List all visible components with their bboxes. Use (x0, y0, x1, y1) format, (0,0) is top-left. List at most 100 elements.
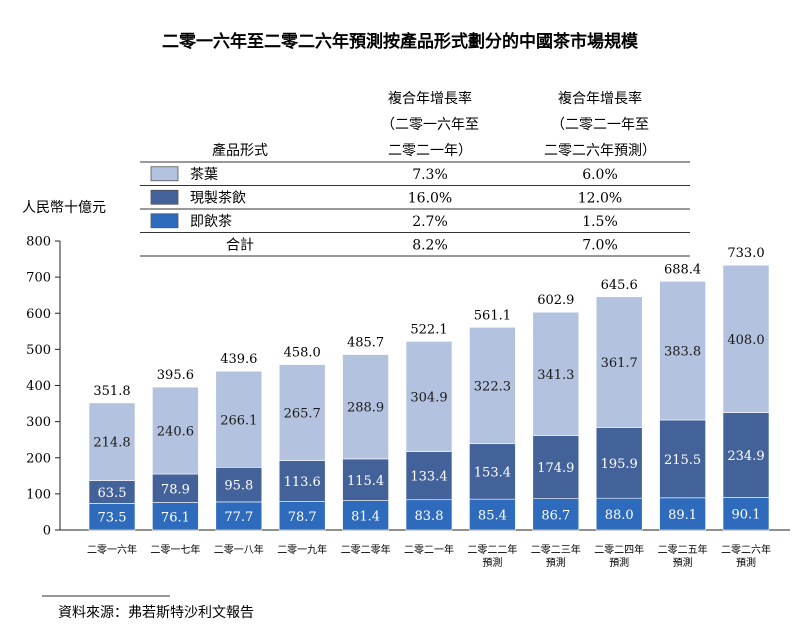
x-tick-label: 二零二二年 (467, 543, 517, 556)
total-value-label: 733.0 (727, 246, 764, 261)
bar-segment (278, 460, 326, 502)
cagr-column-header: （二零二一年至 (551, 117, 649, 133)
bar-segment (722, 412, 770, 498)
cagr-column-header: 複合年增長率 (558, 90, 642, 107)
segment-value-label: 113.6 (284, 475, 321, 490)
x-tick-label: 預測 (482, 556, 502, 569)
segment-value-label: 234.9 (727, 449, 764, 464)
y-axis-unit-label: 人民幣十億元 (22, 200, 106, 216)
segment-value-label: 133.4 (410, 470, 447, 485)
segment-value-label: 341.3 (537, 368, 574, 383)
segment-value-label: 265.7 (284, 407, 321, 422)
cagr-value: 7.0% (582, 237, 618, 253)
segment-value-label: 322.3 (474, 380, 511, 395)
total-value-label: 439.6 (220, 352, 257, 367)
segment-value-label: 304.9 (410, 390, 447, 405)
legend-swatch (150, 189, 179, 205)
total-row-label: 合計 (226, 237, 254, 253)
cagr-value: 1.5% (582, 214, 618, 230)
bar-segment (342, 458, 389, 501)
bar-segment (215, 501, 263, 531)
segment-value-label: 78.9 (161, 482, 190, 497)
y-tick-label: 300 (26, 415, 51, 430)
bar-segment (152, 386, 199, 475)
cagr-column-header: 二零二六年預測） (544, 143, 656, 159)
bar-segment (659, 281, 706, 421)
legend-label: 茶葉 (190, 167, 218, 183)
segment-value-label: 77.7 (224, 510, 253, 525)
segment-value-label: 408.0 (727, 333, 764, 348)
x-tick-label: 二零一六年 (87, 543, 137, 556)
y-tick-label: 700 (26, 271, 51, 286)
total-value-label: 602.9 (537, 293, 574, 308)
cagr-value: 7.3% (412, 167, 448, 183)
total-value-label: 351.8 (93, 384, 130, 399)
bar-segment (722, 497, 770, 531)
chart-title: 二零一六年至二零二六年預測按產品形式劃分的中國茶市場規模 (162, 31, 639, 52)
segment-value-label: 266.1 (220, 413, 257, 428)
cagr-column-header: （二零一六年至 (381, 117, 479, 133)
product-form-header: 產品形式 (212, 142, 268, 159)
total-value-label: 561.1 (474, 308, 511, 323)
segment-value-label: 63.5 (98, 486, 127, 501)
x-tick-label: 二零二五年 (658, 543, 708, 556)
segment-value-label: 215.5 (664, 453, 701, 468)
bar-segment (659, 419, 706, 499)
cagr-value: 6.0% (582, 167, 618, 183)
segment-value-label: 83.8 (415, 509, 444, 524)
legend-swatch (150, 213, 179, 229)
segment-value-label: 81.4 (351, 509, 380, 524)
bar-segment (595, 427, 643, 499)
segment-value-label: 86.7 (541, 508, 570, 523)
bar-segment (278, 364, 326, 461)
bar-segment (722, 264, 770, 413)
bar-segment (659, 497, 706, 531)
segment-value-label: 153.4 (474, 465, 511, 480)
segment-value-label: 76.1 (161, 510, 190, 525)
bar-segment (342, 354, 389, 460)
total-value-label: 688.4 (664, 262, 701, 277)
x-tick-label: 二零二零年 (341, 543, 391, 556)
y-tick-label: 200 (26, 451, 51, 466)
legend-swatch (150, 166, 179, 182)
y-tick-label: 100 (26, 487, 51, 502)
segment-value-label: 95.8 (224, 479, 253, 494)
bar-segment (405, 451, 453, 501)
y-tick-label: 0 (43, 524, 51, 539)
y-tick-label: 400 (26, 379, 51, 394)
bar-segment (469, 498, 516, 531)
x-tick-label: 二零二一年 (404, 543, 454, 556)
segment-value-label: 88.0 (605, 508, 634, 523)
bar-segment (88, 402, 136, 481)
bar-segment (215, 467, 263, 503)
cagr-value: 2.7% (412, 214, 448, 230)
source-note: 資料來源：弗若斯特沙利文報告 (58, 605, 254, 621)
total-value-label: 485.7 (347, 336, 384, 351)
cagr-value: 16.0% (408, 190, 452, 206)
x-tick-label: 二零一七年 (150, 543, 200, 556)
segment-value-label: 73.5 (98, 511, 127, 526)
bar-segment (595, 497, 643, 531)
x-tick-label: 預測 (546, 556, 566, 569)
y-tick-label: 800 (26, 235, 51, 250)
bar-segment (405, 499, 453, 531)
bar-segment (532, 435, 580, 499)
bar-segment (469, 443, 516, 500)
segment-value-label: 361.7 (601, 356, 638, 371)
segment-value-label: 195.9 (601, 457, 638, 472)
total-value-label: 458.0 (284, 346, 321, 361)
segment-value-label: 115.4 (347, 474, 384, 489)
segment-value-label: 90.1 (732, 508, 761, 523)
x-tick-label: 預測 (736, 556, 756, 569)
total-value-label: 522.1 (410, 322, 447, 337)
x-tick-label: 二零二六年 (721, 543, 771, 556)
segment-value-label: 214.8 (93, 436, 130, 451)
x-tick-label: 二零二三年 (531, 543, 581, 556)
cagr-value: 12.0% (578, 190, 622, 206)
segment-value-label: 89.1 (668, 508, 697, 523)
legend-label: 即飲茶 (190, 214, 232, 230)
bar-segment (152, 473, 199, 503)
